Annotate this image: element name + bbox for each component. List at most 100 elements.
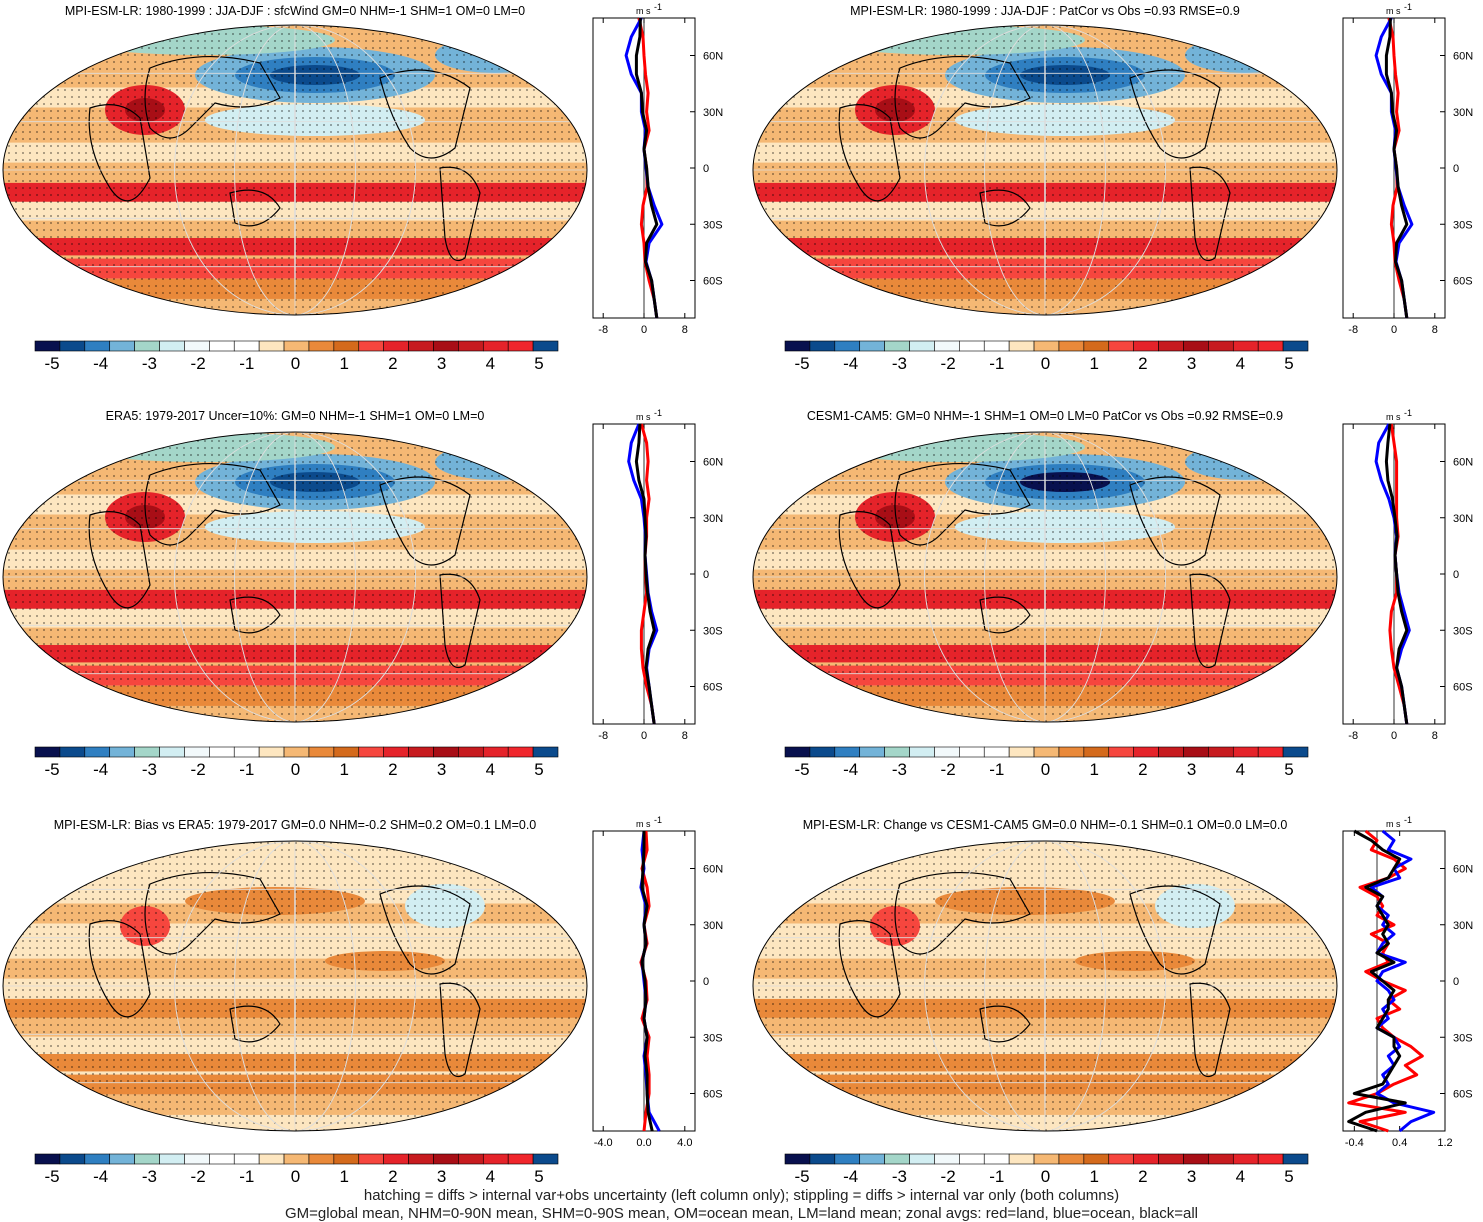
map-outline [752, 840, 1338, 1132]
colorbar-swatch [34, 746, 61, 758]
colorbar-label: 1 [339, 1167, 349, 1186]
zonal-lat-label: 30N [703, 513, 723, 525]
colorbar-label: -5 [794, 354, 810, 373]
footnote-line-1: hatching = diffs > internal var+obs unce… [363, 1187, 1120, 1204]
colorbar-label: 4 [485, 1167, 496, 1186]
map-graticule-lon [294, 841, 296, 1131]
colorbar-swatch [859, 340, 885, 352]
zonal-plot-2: m s -1 60N 30N 0 30S 60S -8 0 8 [1340, 0, 1483, 350]
map-graticule-lon [924, 432, 1166, 722]
colorbar-swatch [909, 1153, 935, 1165]
colorbar-svg [784, 1153, 1309, 1165]
map-graticule-lon [984, 25, 1106, 315]
colorbar-swatch [1133, 340, 1159, 352]
colorbar-4: -5 -4 -3 -2 -1 0 1 2 3 4 5 [784, 745, 1309, 779]
map-coastline [229, 1005, 281, 1043]
colorbar-label: 2 [1138, 354, 1148, 373]
colorbar-swatch [1158, 746, 1184, 758]
colorbar-swatch [408, 746, 434, 758]
colorbar-swatch [1208, 1153, 1234, 1165]
colorbar-label: -2 [940, 1167, 956, 1186]
colorbar-swatch [809, 340, 836, 352]
zonal-plot-6: m s -1 60N 30N 0 30S 60S -0.4 0.4 1.2 [1340, 813, 1483, 1163]
zonal-lat-label: 30N [1453, 920, 1473, 932]
map-coastline [979, 1005, 1031, 1043]
zonal-lat-label: 0 [703, 976, 709, 988]
colorbar-swatch [1158, 340, 1184, 352]
map-graticule-lon [234, 432, 356, 722]
colorbar-swatch [859, 1153, 885, 1165]
colorbar-svg [34, 746, 559, 758]
colorbar-swatch [859, 746, 885, 758]
map-graticule-lon [924, 25, 1166, 315]
zonal-x-label: 1.2 [1437, 1137, 1452, 1149]
colorbar-swatch [834, 340, 861, 352]
colorbar-swatch [184, 746, 210, 758]
colorbar-swatch [983, 1153, 1010, 1165]
colorbar-label: -4 [93, 354, 109, 373]
colorbar-swatch [333, 746, 360, 758]
zonal-unit-label: m s [1386, 819, 1401, 829]
colorbar-label: -1 [239, 1167, 255, 1186]
colorbar-swatch [482, 340, 509, 352]
zonal-x-label: -8 [1348, 730, 1358, 742]
zonal-svg: m s -1 60N 30N 0 30S 60S -8 0 8 [592, 2, 723, 336]
colorbar-label: -2 [940, 760, 956, 779]
colorbar-swatch [1058, 746, 1085, 758]
map-graticule-lon [1044, 841, 1046, 1131]
map-panel-3 [0, 425, 590, 725]
colorbar-label: -4 [843, 1167, 859, 1186]
colorbar-svg [784, 746, 1309, 758]
zonal-svg: m s -1 60N 30N 0 30S 60S -0.4 0.4 1.2 [1342, 815, 1473, 1149]
colorbar-label: 2 [1138, 760, 1148, 779]
colorbar-svg [784, 340, 1309, 352]
zonal-unit-sup: -1 [1404, 2, 1412, 12]
colorbar-swatch [433, 746, 459, 758]
map-coastline [979, 189, 1031, 227]
map-coastline [144, 55, 281, 139]
zonal-lat-label: 60S [1453, 276, 1473, 288]
colorbar-label: 0 [290, 354, 301, 373]
colorbar-swatch [308, 1153, 335, 1165]
colorbar-label: 1 [1089, 760, 1099, 779]
map-outline [2, 24, 588, 316]
zonal-series-all [1384, 17, 1409, 319]
map-outline [2, 431, 588, 723]
colorbar-swatch [209, 1153, 235, 1165]
map-graticule-lon [294, 25, 296, 315]
colorbar-swatch [34, 340, 61, 352]
colorbar-label: 3 [436, 760, 447, 779]
zonal-series-all [1384, 423, 1409, 725]
zonal-lat-label: 60S [703, 682, 723, 694]
colorbar-swatch [358, 746, 384, 758]
colorbar-swatch [834, 746, 861, 758]
colorbar-swatch [358, 340, 384, 352]
colorbar-swatch [834, 1153, 861, 1165]
zonal-series-all [634, 17, 659, 319]
colorbar-swatch [258, 1153, 285, 1165]
map-coastline [1189, 982, 1231, 1078]
colorbar-swatch [1183, 340, 1209, 352]
colorbar-swatch [959, 746, 985, 758]
zonal-unit-label: m s [636, 819, 651, 829]
zonal-unit-sup: -1 [1404, 815, 1412, 825]
zonal-lat-label: 60S [1453, 682, 1473, 694]
colorbar-swatch [1133, 1153, 1159, 1165]
map-coastline [1189, 573, 1231, 669]
colorbar-label: 3 [1186, 760, 1197, 779]
zonal-lat-label: 30S [1453, 219, 1473, 231]
colorbar-swatch [909, 746, 935, 758]
zonal-x-label: 0 [1391, 324, 1397, 336]
colorbar-swatch [784, 1153, 811, 1165]
colorbar-swatch [934, 340, 960, 352]
colorbar-label: -4 [843, 354, 859, 373]
colorbar-swatch [1232, 340, 1259, 352]
panel-title-3: ERA5: 1979-2017 Uncer=10%: GM=0 NHM=-1 S… [105, 409, 485, 423]
colorbar-1: -5 -4 -3 -2 -1 0 1 2 3 4 5 [34, 339, 559, 373]
colorbar-label: -5 [794, 760, 810, 779]
colorbar-label: -3 [891, 760, 907, 779]
colorbar-swatch [433, 340, 459, 352]
colorbar-label: 1 [339, 354, 349, 373]
zonal-lat-label: 60N [703, 864, 723, 876]
colorbar-swatch [383, 1153, 409, 1165]
